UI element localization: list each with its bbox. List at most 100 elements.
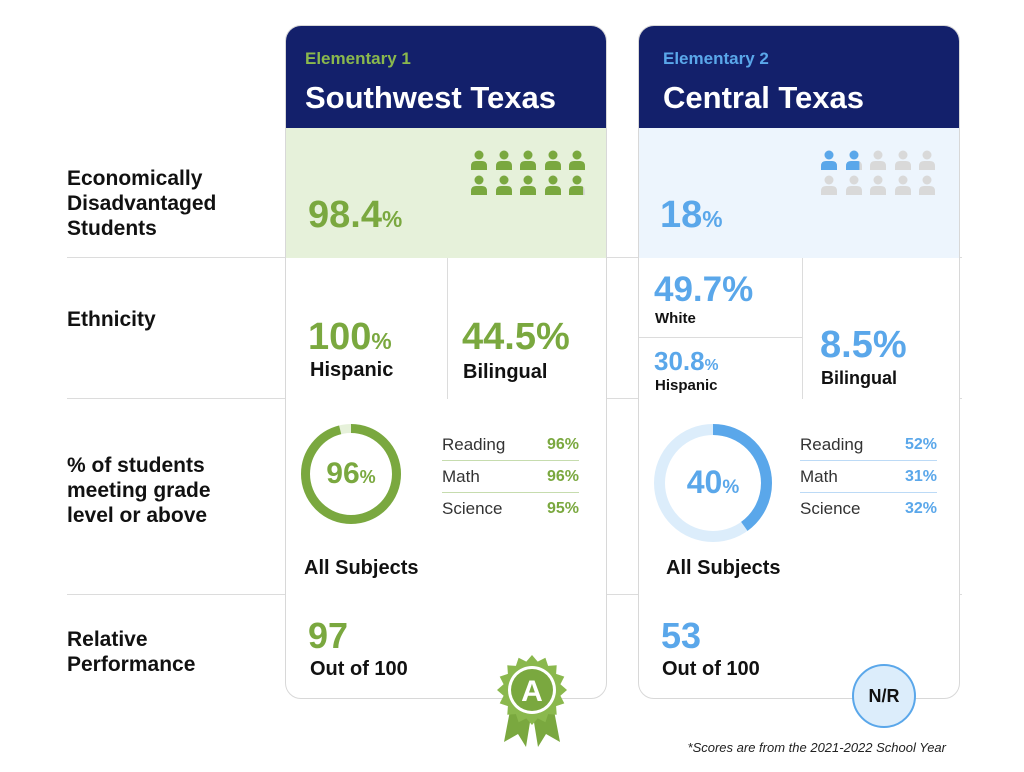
person-icon xyxy=(471,150,487,170)
bilingual-value: 44.5% xyxy=(462,316,570,358)
subject-row-reading: Reading 52% xyxy=(800,429,937,460)
ethnicity-divider xyxy=(802,258,803,399)
econ-number: 98.4 xyxy=(308,194,382,236)
person-icon xyxy=(569,175,585,195)
subject-row-science: Science 32% xyxy=(800,492,937,524)
bilingual-label: Bilingual xyxy=(463,361,548,383)
all-subjects-unit: % xyxy=(722,477,740,498)
person-icon xyxy=(471,175,487,195)
person-icon xyxy=(544,175,561,195)
subject-value: 96% xyxy=(546,467,579,485)
footnote: *Scores are from the 2021-2022 School Ye… xyxy=(687,740,946,755)
badge-grade: A xyxy=(521,675,543,708)
subject-name: Science xyxy=(442,498,503,518)
bilingual-label: Bilingual xyxy=(821,368,897,388)
person-icon xyxy=(919,175,935,195)
subject-name: Reading xyxy=(800,434,864,454)
econ-value: 18% xyxy=(660,194,723,237)
bilingual-value: 8.5% xyxy=(820,324,907,366)
econ-number: 18 xyxy=(660,194,703,236)
subject-name: Math xyxy=(442,466,480,486)
hispanic-value: 100% xyxy=(308,316,392,359)
relative-score: 53 xyxy=(661,615,702,656)
hispanic-unit: % xyxy=(704,357,719,374)
all-subjects-ring: 96% xyxy=(301,424,401,524)
all-subjects-number: 40 xyxy=(686,464,723,500)
progress-ring xyxy=(301,424,401,524)
person-icon xyxy=(520,150,536,170)
econ-value: 98.4% xyxy=(308,194,402,237)
person-icon xyxy=(870,175,886,195)
row-label-ethnicity: Ethnicity xyxy=(67,308,156,331)
subjects-table: Reading 52% Math 31% Science 32% xyxy=(800,429,937,524)
subject-value: 31% xyxy=(904,467,937,485)
person-icon xyxy=(544,150,561,170)
relative-out-of: Out of 100 xyxy=(310,658,408,680)
subject-value: 96% xyxy=(546,435,579,453)
person-icon xyxy=(894,175,911,195)
hispanic-label: Hispanic xyxy=(655,377,718,394)
school-name: Central Texas xyxy=(663,80,865,115)
hispanic-label: Hispanic xyxy=(310,359,394,381)
person-icon xyxy=(520,175,536,195)
school-card-central-texas: Elementary 2 Central Texas 18% 49.7% Whi… xyxy=(638,25,960,699)
person-icon xyxy=(919,150,935,170)
school-label: Elementary 2 xyxy=(663,49,769,68)
all-subjects-unit: % xyxy=(359,467,376,487)
subject-name: Science xyxy=(800,498,861,518)
subject-value: 52% xyxy=(904,435,937,453)
subject-value: 95% xyxy=(546,499,579,517)
people-icon-grid xyxy=(820,150,943,195)
subjects-table: Reading 96% Math 96% Science 95% xyxy=(442,429,579,524)
subject-value: 32% xyxy=(904,499,937,517)
all-subjects-value: 96% xyxy=(301,457,401,491)
card-header: Elementary 1 Southwest Texas xyxy=(286,26,606,128)
subject-row-math: Math 31% xyxy=(800,460,937,492)
all-subjects-value: 40% xyxy=(654,464,772,501)
white-label: White xyxy=(655,310,696,327)
person-icon xyxy=(821,175,837,195)
person-icon xyxy=(870,150,886,170)
row-label-grade-level: % of students meeting grade level or abo… xyxy=(67,454,211,527)
all-subjects-label: All Subjects xyxy=(304,557,419,579)
hispanic-number: 30.8 xyxy=(654,346,705,376)
subject-row-reading: Reading 96% xyxy=(442,429,579,460)
person-icon xyxy=(569,150,585,170)
hispanic-number: 100 xyxy=(308,316,372,358)
econ-unit: % xyxy=(702,206,723,232)
person-icon xyxy=(894,150,911,170)
progress-ring xyxy=(654,424,772,542)
person-icon xyxy=(821,150,837,170)
ethnicity-subdivider xyxy=(639,337,802,338)
person-icon xyxy=(845,175,862,195)
relative-score: 97 xyxy=(308,615,349,656)
not-rated-badge: N/R xyxy=(852,664,916,728)
hispanic-unit: % xyxy=(371,328,392,354)
award-ribbon-icon: A xyxy=(497,655,567,747)
row-label-relative: Relative Performance xyxy=(67,628,196,676)
badge-label: N/R xyxy=(868,685,900,706)
card-header: Elementary 2 Central Texas xyxy=(639,26,959,128)
ring-progress xyxy=(654,424,772,542)
school-card-southwest-texas: Elementary 1 Southwest Texas 98.4% 100% … xyxy=(285,25,607,699)
subject-name: Reading xyxy=(442,434,506,454)
all-subjects-ring: 40% xyxy=(654,424,772,542)
subject-row-math: Math 96% xyxy=(442,460,579,492)
person-icon xyxy=(495,175,512,195)
row-label-economic: Economically Disadvantaged Students xyxy=(67,167,217,240)
school-label: Elementary 1 xyxy=(305,49,411,68)
hispanic-value: 30.8% xyxy=(654,346,718,377)
ethnicity-divider xyxy=(447,258,448,399)
white-value: 49.7% xyxy=(654,270,754,309)
person-icon xyxy=(495,150,512,170)
school-name: Southwest Texas xyxy=(305,80,556,115)
person-icon xyxy=(845,150,862,170)
subject-name: Math xyxy=(800,466,838,486)
relative-out-of: Out of 100 xyxy=(662,658,760,680)
ring-progress xyxy=(301,424,401,524)
all-subjects-label: All Subjects xyxy=(666,557,781,579)
all-subjects-number: 96 xyxy=(326,457,360,490)
subject-row-science: Science 95% xyxy=(442,492,579,524)
econ-unit: % xyxy=(381,206,403,232)
people-icon-grid xyxy=(470,150,593,195)
